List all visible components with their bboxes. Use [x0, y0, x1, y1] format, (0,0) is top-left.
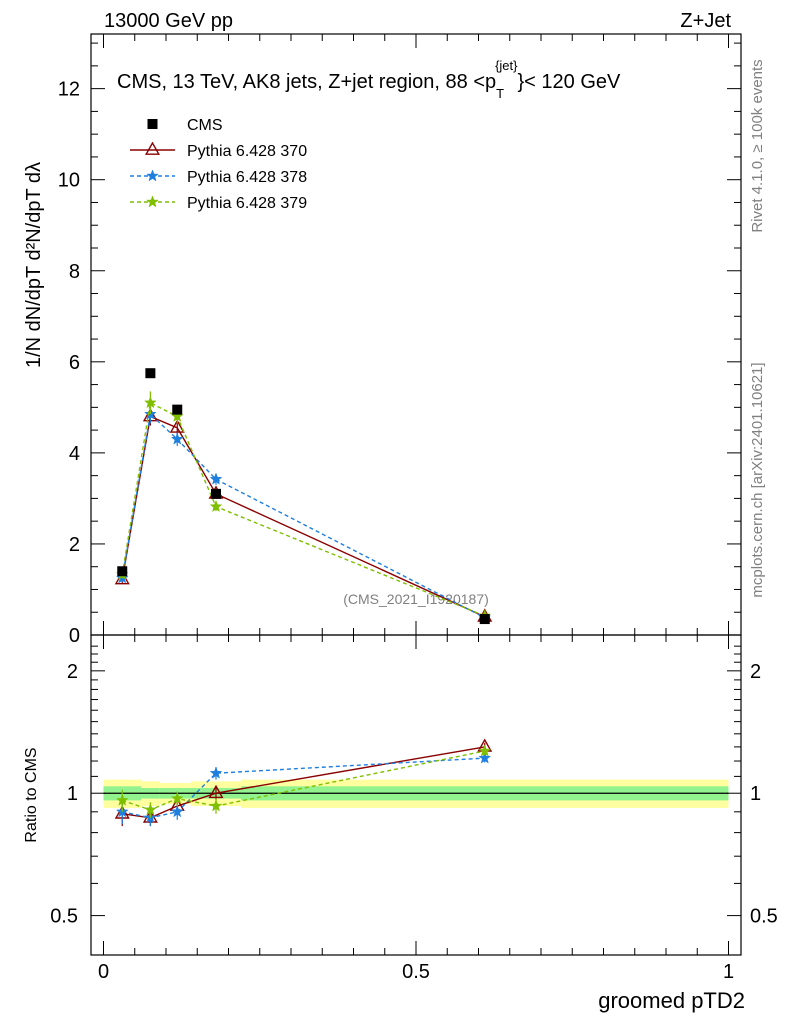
- plot-title-tail: }< 120 GeV: [518, 71, 622, 93]
- rivet-side-label-text: Rivet 4.1.0, ≥ 100k events: [749, 59, 766, 232]
- ratio-uncertainty-band: [103, 779, 729, 808]
- energy-label: 13000 GeV pp: [104, 10, 233, 32]
- series-3-ratio-point: [170, 791, 184, 804]
- y-tick-label-ratio-right: 1: [750, 783, 761, 805]
- plot-title-subscript: T: [496, 86, 504, 101]
- legend-series-2-marker: [146, 169, 159, 182]
- series-3-ratio-point: [478, 744, 492, 757]
- mcplots-side-label-text: mcplots.cern.ch [arXiv:2401.10621]: [749, 362, 766, 597]
- cms-data-point: [117, 566, 128, 577]
- analysis-watermark: (CMS_2021_I1920187): [343, 591, 489, 607]
- series-1-point: [169, 419, 185, 433]
- legend-cms-marker: [147, 119, 158, 129]
- y-axis-label-ratio: Ratio to CMS: [23, 747, 40, 842]
- series-1-line: [121, 415, 486, 618]
- main-panel-series: [114, 368, 493, 625]
- y-axis-label-main: 1/N dN/dpT d²N/dpT dλ: [23, 162, 45, 368]
- series-3-point: [144, 396, 157, 409]
- legend-series-1-marker: [145, 141, 160, 155]
- series-1-ratio-point: [208, 784, 224, 799]
- x-tick-label: 0.5: [402, 961, 430, 983]
- series-3-point: [209, 499, 223, 513]
- y-tick-label-ratio-left: 0.5: [50, 906, 78, 928]
- series-2-point: [170, 432, 184, 445]
- ratio-panel-series: [114, 738, 493, 827]
- y-tick-label-ratio-left: 2: [67, 661, 78, 683]
- series-3-ratio-point: [144, 803, 157, 816]
- plot-title-superscript: {jet}: [495, 58, 518, 73]
- legend-series-2-label: Pythia 6.428 378: [187, 169, 307, 186]
- y-tick-label-main: 0: [69, 625, 80, 647]
- legend-series-1-label: Pythia 6.428 370: [187, 143, 307, 160]
- y-tick-label-main: 8: [69, 261, 80, 283]
- legend-series-3-label: Pythia 6.428 379: [187, 195, 307, 212]
- legend-cms-label: CMS: [187, 117, 223, 134]
- y-axis-label-main-text: 1/N dN/dpT d²N/dpT dλ: [23, 162, 45, 368]
- x-tick-label: 1: [723, 961, 734, 983]
- series-3-ratio-point: [209, 799, 223, 812]
- x-axis-label: groomed pTD2: [598, 988, 745, 1013]
- y-tick-label-main: 12: [58, 79, 80, 101]
- y-tick-label-ratio-left: 1: [67, 783, 78, 805]
- series-3-ratio-point: [115, 793, 129, 806]
- series-2-ratio-point: [209, 766, 223, 779]
- series-2-line: [121, 412, 486, 619]
- mcplots-side-label: mcplots.cern.ch [arXiv:2401.10621]: [749, 362, 766, 597]
- cms-data-point: [172, 404, 183, 415]
- process-label: Z+Jet: [680, 10, 731, 32]
- plot-title: CMS, 13 TeV, AK8 jets, Z+jet region, 88 …: [117, 58, 621, 101]
- y-tick-label-ratio-right: 2: [750, 661, 761, 683]
- cms-data-point: [145, 368, 156, 379]
- series-2-ratio-point: [170, 805, 184, 818]
- x-tick-label: 0: [98, 961, 109, 983]
- y-tick-label-main: 4: [69, 443, 80, 465]
- legend: CMS Pythia 6.428 370 Pythia 6.428 378 Pythi…: [130, 117, 307, 212]
- y-tick-label-ratio-right: 0.5: [750, 906, 778, 928]
- rivet-side-label: Rivet 4.1.0, ≥ 100k events: [749, 59, 766, 232]
- y-tick-label-main: 6: [69, 352, 80, 374]
- series-2-ratio-point: [478, 751, 492, 764]
- plot-title-main: CMS, 13 TeV, AK8 jets, Z+jet region, 88 …: [117, 71, 496, 93]
- y-tick-label-main: 2: [69, 534, 80, 556]
- cms-data-point: [479, 614, 490, 625]
- legend-series-3-marker: [146, 195, 159, 208]
- series-2-point: [209, 472, 223, 485]
- cms-data-point: [211, 488, 221, 499]
- y-tick-label-main: 10: [58, 170, 80, 192]
- y-axis-label-ratio-text: Ratio to CMS: [23, 747, 40, 842]
